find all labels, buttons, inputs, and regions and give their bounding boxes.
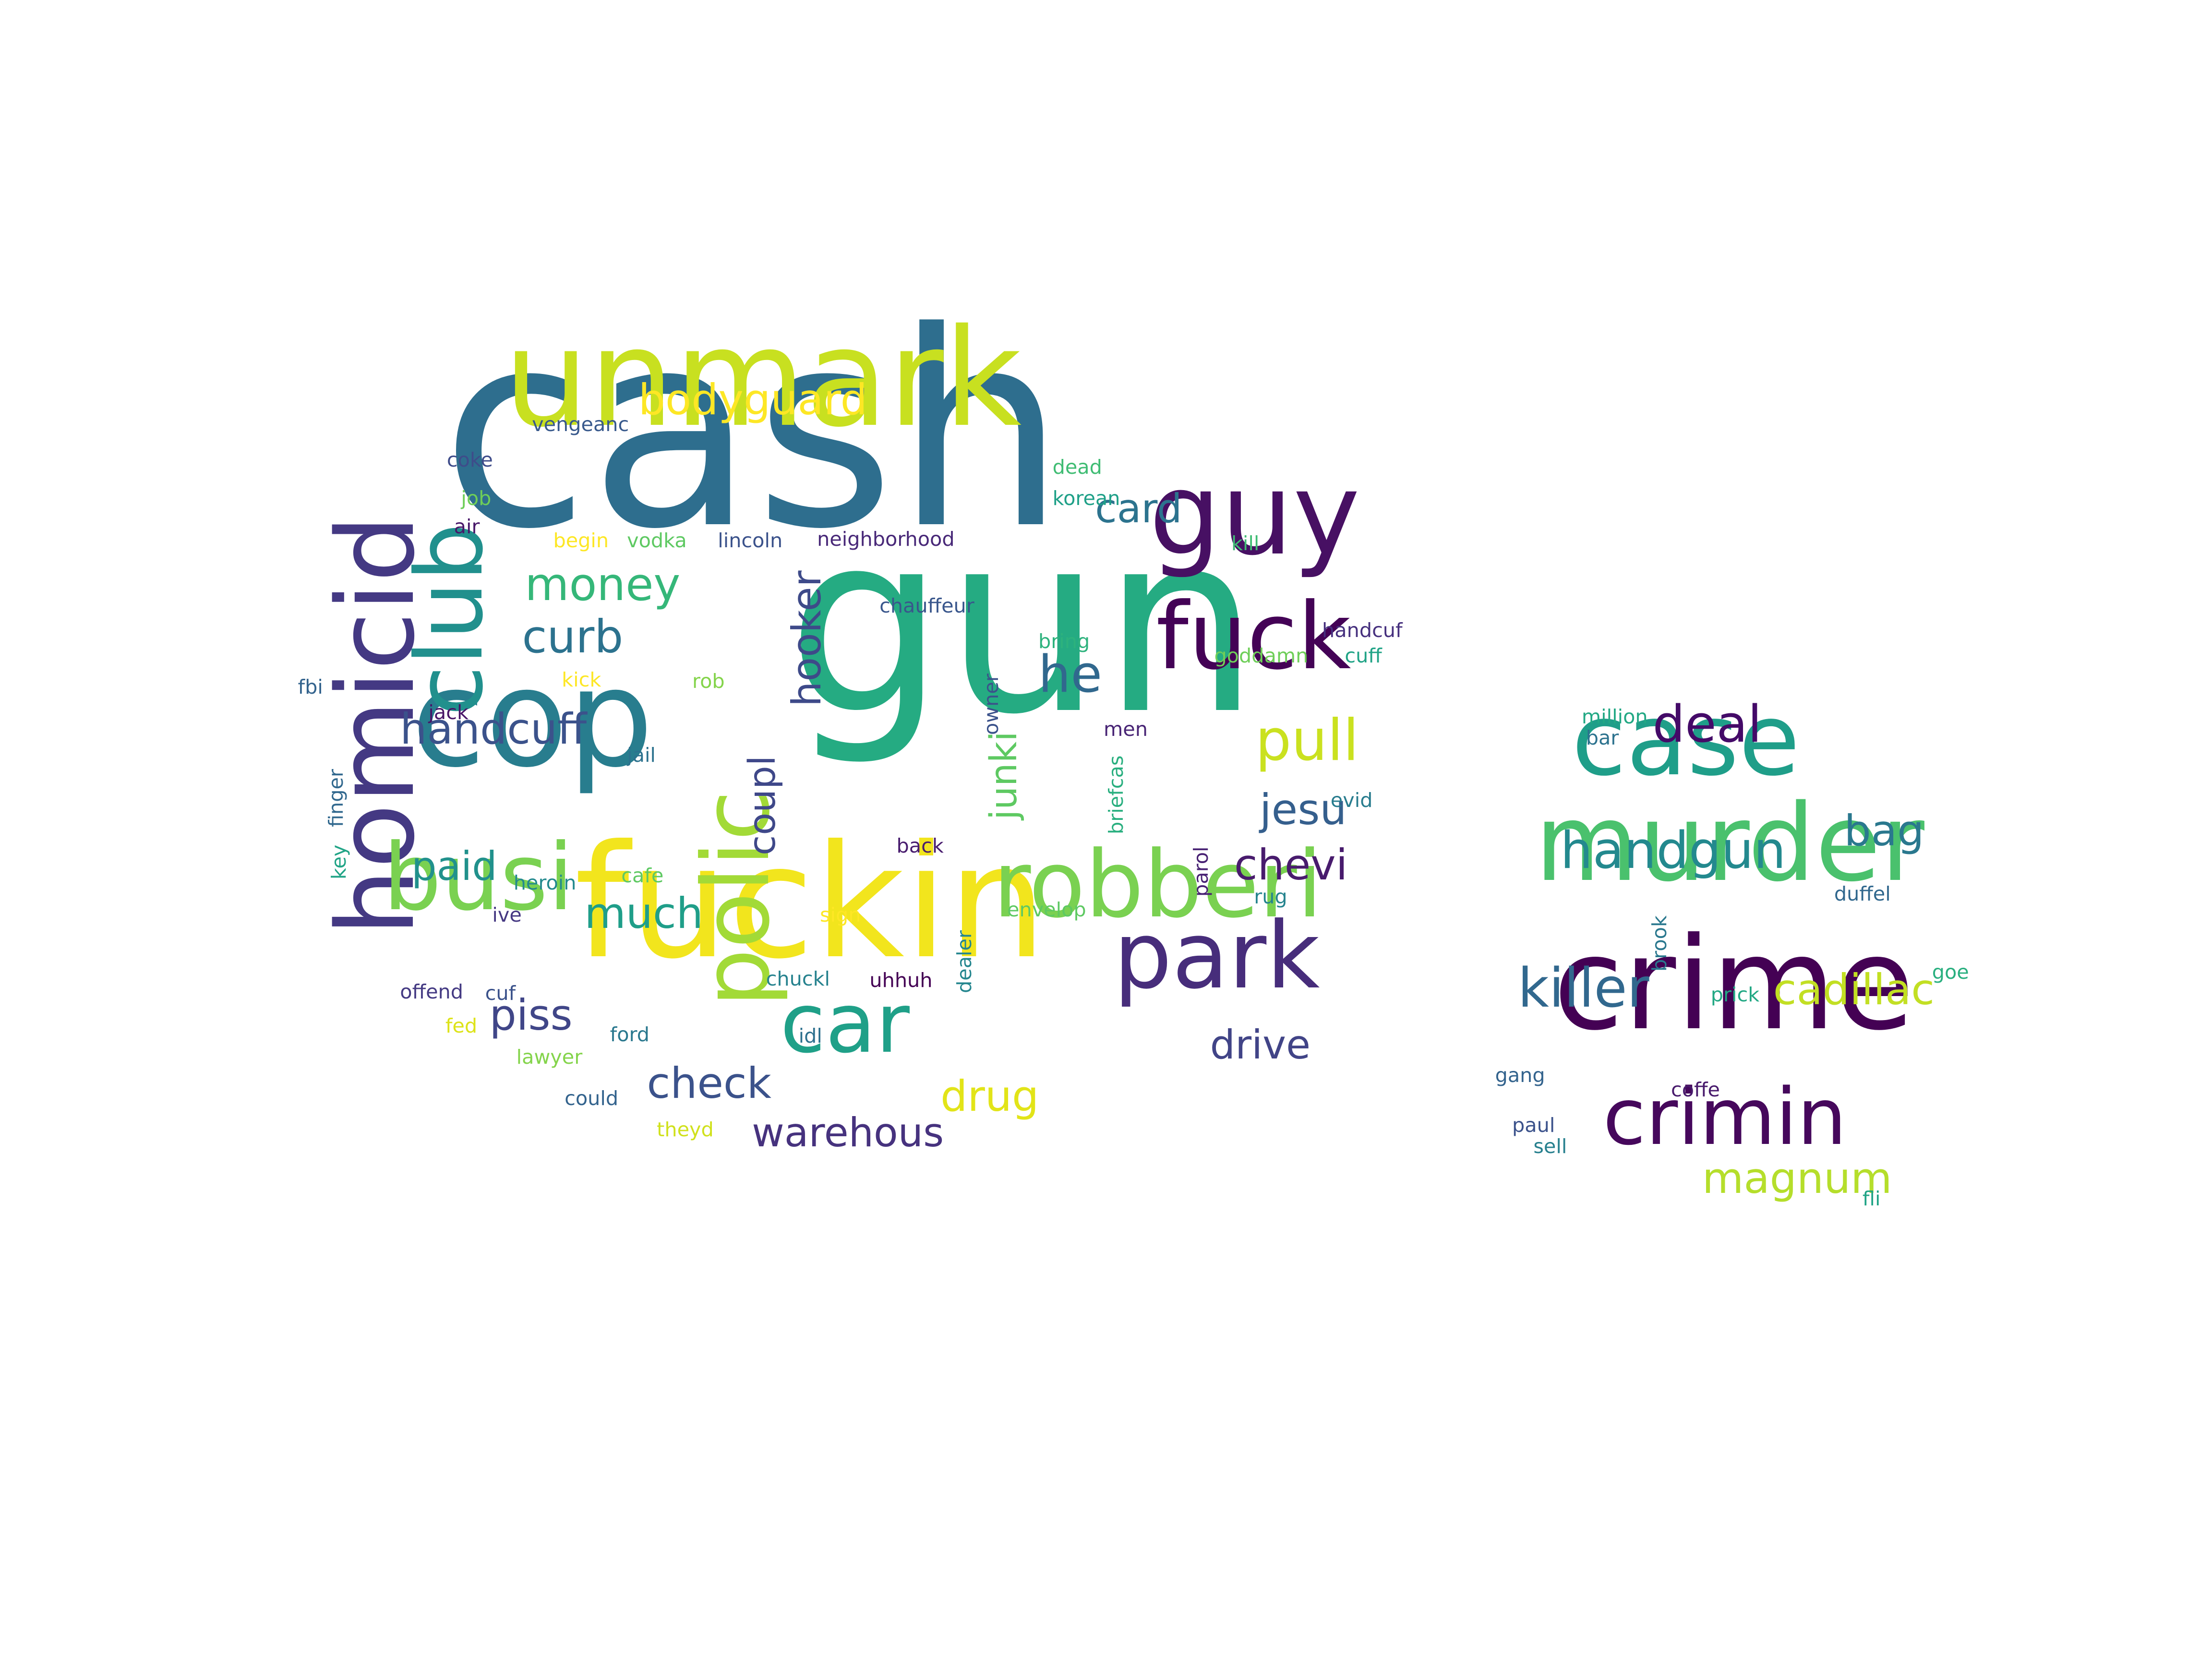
cloud-word-cuf: cuf (485, 981, 516, 1005)
cloud-word-lawyer: lawyer (516, 1045, 583, 1069)
cloud-word-envelop: envelop (1007, 898, 1086, 921)
cloud-word-crimin: crimin (1603, 1072, 1847, 1163)
cloud-word-ford: ford (610, 1022, 650, 1046)
cloud-word-paid: paid (411, 842, 497, 890)
cloud-word-vodka: vodka (627, 529, 687, 553)
cloud-word-gun: gun (787, 479, 1260, 769)
cloud-word-rob: rob (692, 669, 725, 693)
cloud-word-fuck: fuck (1156, 583, 1351, 690)
cloud-word-heroin: heroin (513, 871, 577, 894)
cloud-word-could: could (565, 1086, 619, 1110)
cloud-word-car: car (780, 976, 910, 1072)
cloud-word-case: case (1572, 682, 1800, 798)
cloud-word-card: card (1095, 485, 1182, 532)
cloud-word-ive: ive (492, 903, 522, 927)
cloud-word-check: check (647, 1058, 771, 1108)
cloud-word-parol: parol (1190, 846, 1213, 897)
cloud-word-goe: goe (1932, 960, 1969, 984)
cloud-word-cuff: cuff (1345, 644, 1382, 667)
cloud-word-back: back (896, 834, 944, 857)
cloud-word-junki: junki (982, 731, 1025, 820)
cloud-word-neighborhood: neighborhood (817, 528, 955, 551)
cloud-word-prick: prick (1710, 983, 1760, 1006)
cloud-word-bring: bring (1038, 630, 1090, 653)
cloud-word-owner: owner (979, 673, 1003, 735)
cloud-word-fbi: fbi (298, 675, 323, 698)
cloud-word-million: million (1581, 705, 1648, 728)
cloud-word-idl: idl (798, 1024, 822, 1047)
cloud-word-job: job (461, 486, 492, 510)
cloud-word-gang: gang (1495, 1064, 1545, 1087)
cloud-word-handcuf: handcuf (1322, 618, 1403, 642)
cloud-word-kick: kick (562, 668, 601, 691)
cloud-word-uhhuh: uhhuh (869, 969, 933, 992)
cloud-word-bar: bar (1586, 726, 1619, 750)
cloud-word-coffe: coffe (1671, 1078, 1720, 1101)
cloud-word-magnum: magnum (1702, 1154, 1892, 1203)
cloud-word-warehous: warehous (752, 1109, 944, 1156)
cloud-word-korean: korean (1052, 486, 1120, 510)
cloud-word-chauffeur: chauffeur (879, 594, 974, 618)
cloud-word-coupl: coupl (741, 755, 784, 855)
cloud-word-dead: dead (1052, 455, 1102, 479)
cloud-word-drive: drive (1210, 1021, 1310, 1068)
cloud-word-cadillac: cadillac (1773, 965, 1935, 1015)
cloud-word-park: park (1113, 902, 1320, 1010)
cloud-word-hooker: hooker (783, 570, 830, 707)
cloud-word-curb: curb (522, 611, 624, 664)
cloud-word-key: key (327, 844, 350, 880)
cloud-word-begin: begin (553, 529, 609, 553)
cloud-word-sell: sell (1533, 1135, 1567, 1158)
cloud-word-theyd: theyd (657, 1118, 714, 1141)
cloud-word-lincoln: lincoln (718, 529, 783, 553)
cloud-word-cop: cop (411, 640, 654, 797)
cloud-word-fed: fed (445, 1014, 478, 1037)
cloud-word-brook: brook (1647, 915, 1671, 972)
cloud-word-handgun: handgun (1560, 820, 1786, 880)
cloud-word-bodyguard: bodyguard (638, 374, 867, 424)
cloud-word-busi: busi (383, 824, 574, 932)
cloud-word-dealer: dealer (952, 930, 976, 993)
cloud-word-bag: bag (1844, 806, 1924, 856)
cloud-word-coke: coke (446, 448, 493, 471)
cloud-word-handcuff: handcuff (400, 704, 587, 754)
cloud-word-cafe: cafe (621, 864, 664, 887)
cloud-word-piss: piss (489, 990, 573, 1040)
cloud-word-goddamn: goddamn (1214, 644, 1309, 667)
cloud-word-money: money (525, 558, 681, 611)
cloud-word-sign: sign (819, 903, 861, 927)
cloud-word-murder: murder (1535, 781, 1924, 906)
cloud-word-robberi: robberi (993, 831, 1323, 938)
cloud-word-cash: cash (441, 274, 1066, 588)
cloud-word-guy: guy (1149, 448, 1360, 581)
cloud-word-evid: evid (1330, 789, 1373, 812)
cloud-word-jack: jack (428, 700, 469, 724)
cloud-word-unmark: unmark (504, 300, 1022, 457)
cloud-word-paul: paul (1512, 1113, 1555, 1137)
cloud-word-vengeanc: vengeanc (532, 413, 629, 436)
cloud-word-club: club (397, 523, 504, 717)
cloud-word-men: men (1103, 718, 1148, 741)
cloud-word-fuckin: fuckin (574, 811, 1047, 993)
cloud-word-he: he (1038, 645, 1102, 705)
cloud-word-much: much (584, 888, 703, 938)
cloud-word-pull: pull (1255, 707, 1359, 774)
cloud-word-kill: kill (1231, 532, 1260, 555)
cloud-word-drug: drug (940, 1071, 1039, 1121)
cloud-word-chevi: chevi (1234, 840, 1348, 890)
cloud-word-chuckl: chuckl (766, 967, 830, 991)
cloud-word-killer: killer (1517, 957, 1649, 1020)
cloud-word-fli: fli (1862, 1187, 1881, 1211)
cloud-word-jesu: jesu (1260, 784, 1347, 834)
cloud-word-duffel: duffel (1834, 882, 1891, 906)
cloud-word-offend: offend (400, 980, 464, 1004)
cloud-word-crime: crime (1553, 909, 1914, 1058)
cloud-word-jail: jail (627, 743, 656, 767)
cloud-word-air: air (454, 515, 480, 538)
cloud-word-deal: deal (1652, 694, 1762, 754)
cloud-word-finger: finger (324, 769, 348, 827)
cloud-word-briefcas: briefcas (1104, 755, 1128, 834)
cloud-word-rug: rug (1254, 885, 1287, 909)
